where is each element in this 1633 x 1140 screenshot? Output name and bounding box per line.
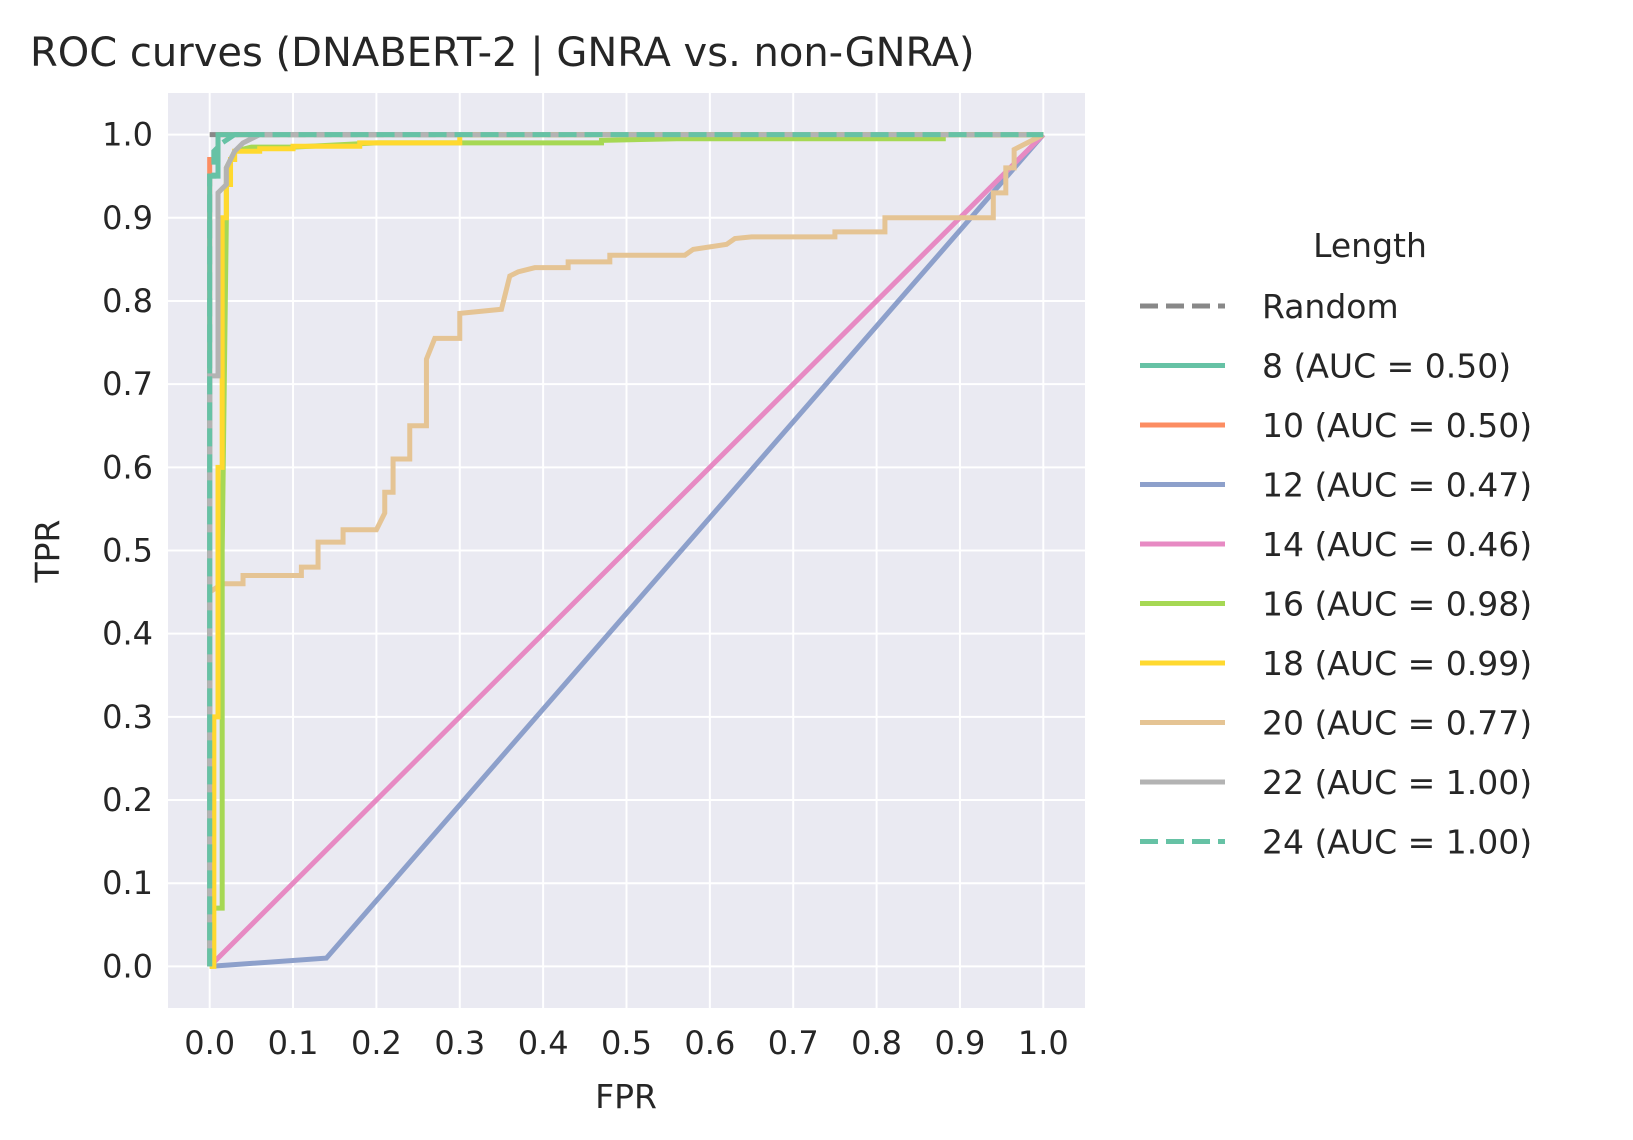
legend-label: 14 (AUC = 0.46) [1262, 525, 1532, 564]
y-tick-label: 0.7 [102, 365, 153, 403]
x-tick-label: 0.0 [184, 1024, 235, 1062]
y-tick-label: 0.9 [102, 199, 153, 237]
legend-item-8: 8 (AUC = 0.50) [1140, 347, 1511, 386]
legend-label: 24 (AUC = 1.00) [1262, 823, 1532, 862]
x-tick-label: 0.4 [518, 1024, 569, 1062]
legend-title: Length [1313, 226, 1427, 265]
legend-item-12: 12 (AUC = 0.47) [1140, 466, 1532, 505]
y-tick-label: 0.2 [102, 781, 153, 819]
legend: Length Random 8 (AUC = 0.50) 10 (AUC = 0.5… [1140, 226, 1532, 862]
y-tick-label: 0.8 [102, 282, 153, 320]
series-line-12 [209, 132, 1046, 969]
legend-items: Random 8 (AUC = 0.50) 10 (AUC = 0.50) 12 (A… [1140, 287, 1532, 862]
y-tick-label: 0.1 [102, 864, 153, 902]
legend-label: Random [1262, 287, 1399, 326]
series-layer [207, 132, 1046, 969]
y-tick-label: 0.5 [102, 532, 153, 570]
chart-title: ROC curves (DNABERT-2 | GNRA vs. non-GNR… [30, 30, 975, 76]
y-tick-label: 1.0 [102, 116, 153, 154]
series-line-24 [207, 132, 1044, 967]
x-tick-label: 0.2 [351, 1024, 402, 1062]
y-axis-label: TPR [28, 520, 67, 584]
x-axis-label: FPR [595, 1077, 657, 1116]
y-axis-ticks: 0.0 0.1 0.2 0.3 0.4 0.5 0.6 0.7 0.8 0.9 1.0 [102, 116, 153, 986]
legend-item-20: 20 (AUC = 0.77) [1140, 704, 1532, 743]
y-tick-label: 0.4 [102, 615, 153, 653]
y-tick-label: 0.3 [102, 698, 153, 736]
x-tick-label: 0.6 [684, 1024, 735, 1062]
legend-label: 22 (AUC = 1.00) [1262, 763, 1532, 802]
x-tick-label: 0.1 [268, 1024, 319, 1062]
legend-label: 18 (AUC = 0.99) [1262, 644, 1532, 683]
x-tick-label: 0.5 [601, 1024, 652, 1062]
legend-label: 16 (AUC = 0.98) [1262, 585, 1532, 624]
x-tick-label: 0.3 [434, 1024, 485, 1062]
legend-item-random: Random [1140, 287, 1399, 326]
series-line-14 [207, 132, 1046, 969]
y-tick-label: 0.6 [102, 448, 153, 486]
legend-label: 12 (AUC = 0.47) [1262, 466, 1532, 505]
legend-label: 8 (AUC = 0.50) [1262, 347, 1511, 386]
legend-item-22: 22 (AUC = 1.00) [1140, 763, 1532, 802]
x-tick-label: 1.0 [1018, 1024, 1069, 1062]
series-line-22 [207, 132, 1044, 967]
x-axis-ticks: 0.0 0.1 0.2 0.3 0.4 0.5 0.6 0.7 0.8 0.9 1.0 [184, 1024, 1069, 1062]
series-line-20 [207, 132, 1045, 967]
x-tick-label: 0.7 [768, 1024, 819, 1062]
legend-label: 20 (AUC = 0.77) [1262, 704, 1532, 743]
legend-item-16: 16 (AUC = 0.98) [1140, 585, 1532, 624]
legend-item-14: 14 (AUC = 0.46) [1140, 525, 1532, 564]
legend-item-24: 24 (AUC = 1.00) [1140, 823, 1532, 862]
x-tick-label: 0.9 [935, 1024, 986, 1062]
legend-item-18: 18 (AUC = 0.99) [1140, 644, 1532, 683]
x-tick-label: 0.8 [851, 1024, 902, 1062]
legend-label: 10 (AUC = 0.50) [1262, 406, 1532, 445]
y-tick-label: 0.0 [102, 947, 153, 985]
legend-item-10: 10 (AUC = 0.50) [1140, 406, 1532, 445]
